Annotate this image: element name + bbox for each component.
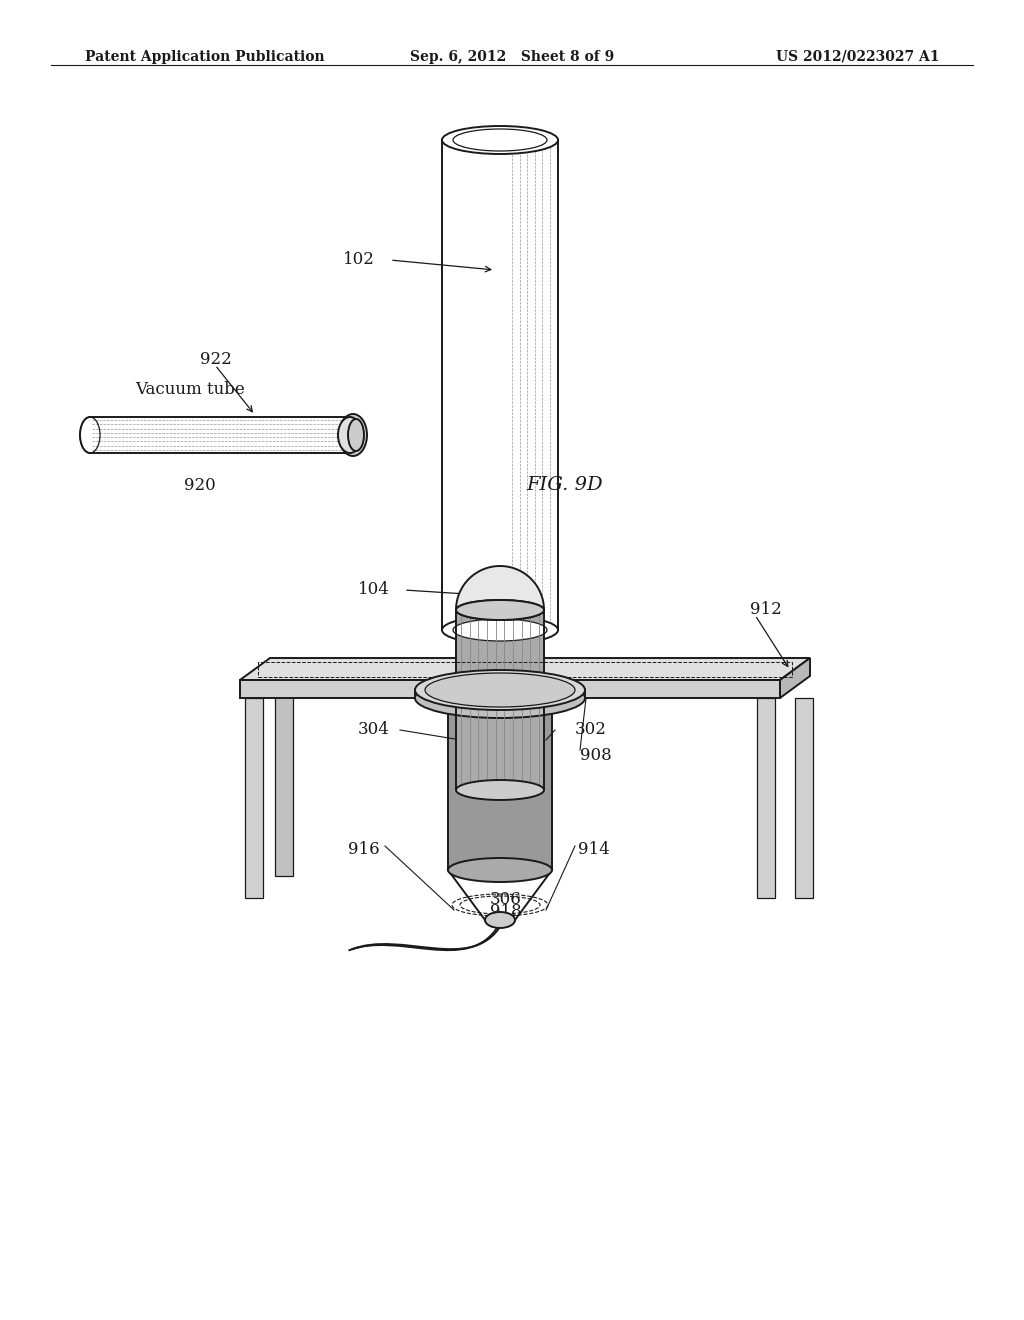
- Text: 918: 918: [490, 903, 522, 920]
- Ellipse shape: [442, 125, 558, 154]
- Ellipse shape: [339, 414, 367, 455]
- Text: Vacuum tube: Vacuum tube: [135, 381, 245, 399]
- Text: 920: 920: [184, 477, 216, 494]
- Polygon shape: [275, 657, 293, 876]
- Ellipse shape: [348, 418, 364, 451]
- Text: 102: 102: [343, 252, 375, 268]
- Text: 908: 908: [580, 747, 611, 763]
- Text: FIG. 9D: FIG. 9D: [526, 477, 603, 494]
- Ellipse shape: [456, 601, 544, 620]
- Ellipse shape: [456, 601, 544, 620]
- Polygon shape: [456, 610, 544, 789]
- Ellipse shape: [449, 858, 552, 882]
- Ellipse shape: [456, 780, 544, 800]
- Polygon shape: [449, 698, 552, 870]
- Text: 922: 922: [200, 351, 231, 368]
- Polygon shape: [456, 566, 544, 610]
- Polygon shape: [795, 698, 813, 898]
- Ellipse shape: [415, 671, 585, 710]
- Text: Patent Application Publication: Patent Application Publication: [85, 50, 325, 63]
- Polygon shape: [245, 698, 263, 898]
- Ellipse shape: [485, 912, 515, 928]
- Text: Sep. 6, 2012   Sheet 8 of 9: Sep. 6, 2012 Sheet 8 of 9: [410, 50, 614, 63]
- Text: US 2012/0223027 A1: US 2012/0223027 A1: [776, 50, 940, 63]
- Text: 914: 914: [578, 842, 609, 858]
- Polygon shape: [757, 698, 775, 898]
- Text: 302: 302: [575, 722, 607, 738]
- Polygon shape: [240, 680, 780, 698]
- Ellipse shape: [425, 673, 575, 708]
- Polygon shape: [240, 657, 810, 680]
- Ellipse shape: [338, 417, 362, 453]
- Text: 916: 916: [348, 842, 380, 858]
- Text: 104: 104: [358, 582, 390, 598]
- Ellipse shape: [453, 619, 547, 642]
- Text: 306: 306: [490, 891, 522, 908]
- Ellipse shape: [415, 678, 585, 718]
- Text: 912: 912: [750, 602, 781, 619]
- Polygon shape: [780, 657, 810, 698]
- Text: 304: 304: [358, 722, 390, 738]
- Ellipse shape: [453, 129, 547, 150]
- Ellipse shape: [442, 616, 558, 644]
